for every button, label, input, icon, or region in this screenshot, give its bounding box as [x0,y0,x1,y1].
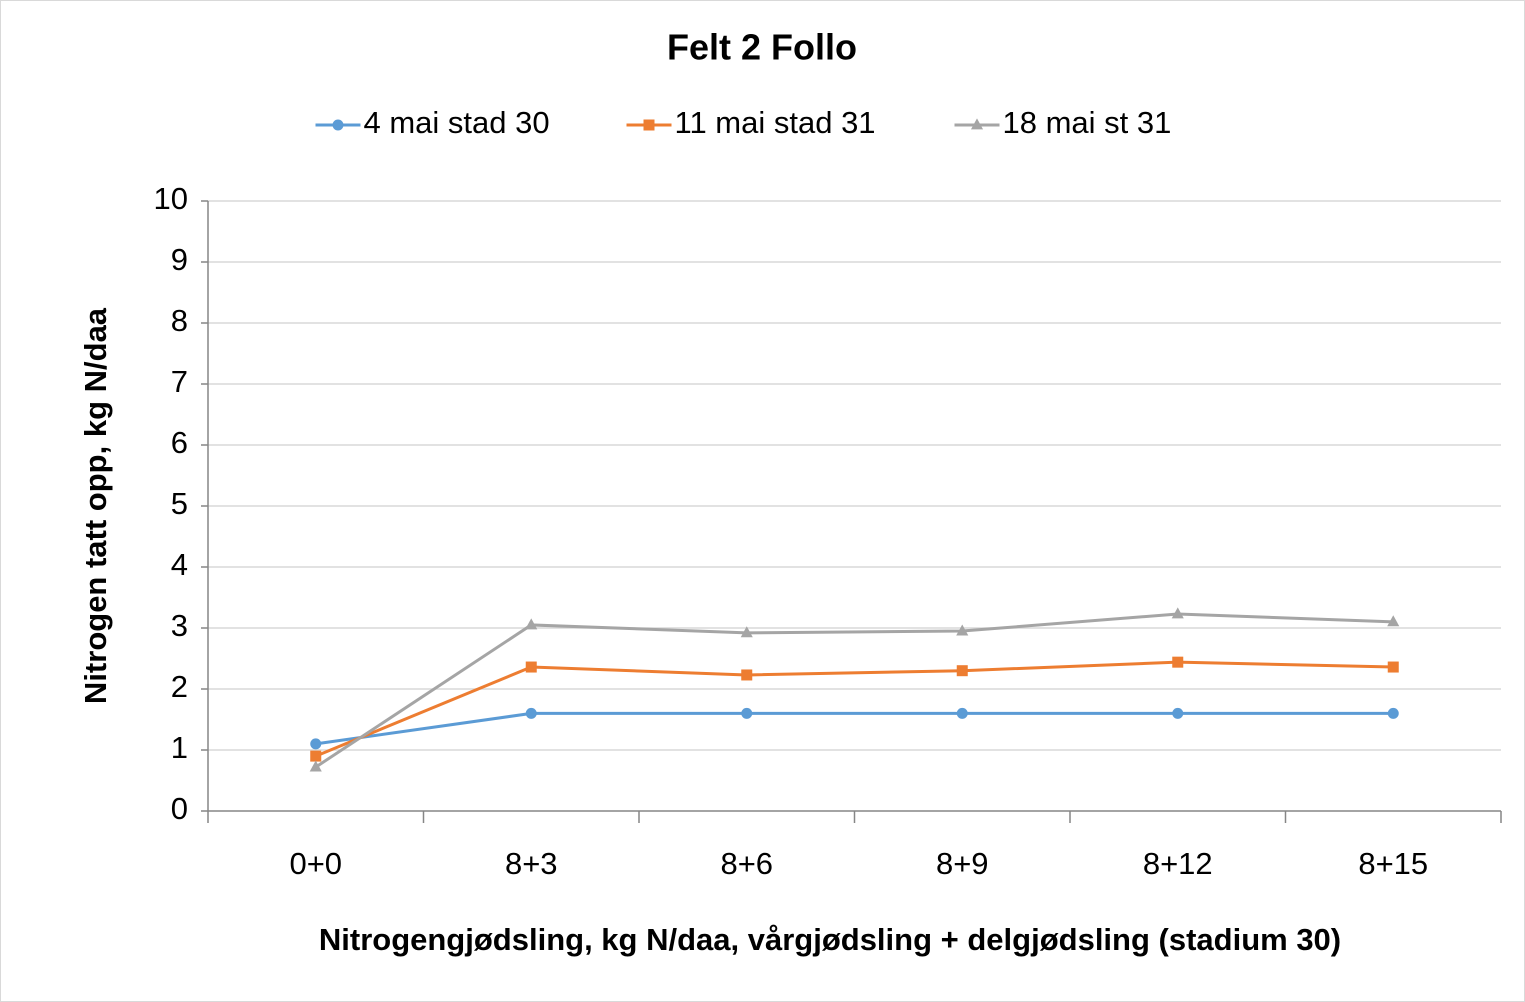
marker [332,119,344,131]
legend-label: 4 mai stad 30 [364,105,550,140]
marker [740,626,753,638]
marker [1172,656,1184,668]
marker [643,119,655,131]
legend-label: 18 mai st 31 [1003,105,1172,140]
series-line [314,612,1394,769]
legend-label: 11 mai stad 31 [675,105,876,140]
x-tick-label: 8+15 [1358,846,1428,881]
marker [1171,607,1184,619]
marker [741,669,753,681]
x-tick-label: 0+0 [289,846,342,881]
series-line [315,711,1394,746]
y-tick-label: 8 [171,303,188,338]
marker [1387,615,1400,627]
y-tick-label: 0 [171,791,188,826]
x-axis-label: Nitrogengjødsling, kg N/daa, vårgjødslin… [319,922,1341,957]
marker [525,661,537,673]
marker [310,750,322,762]
marker [1387,707,1399,719]
x-tick-label: 8+3 [505,846,558,881]
y-tick-label: 5 [171,486,188,521]
marker [741,707,753,719]
marker [525,707,537,719]
x-tick-label: 8+6 [720,846,773,881]
y-axis-label: Nitrogen tatt opp, kg N/daa [78,307,113,704]
y-tick-label: 1 [171,730,188,765]
marker [956,624,969,636]
marker [956,665,968,677]
y-tick-label: 3 [171,608,188,643]
y-tick-label: 9 [171,242,188,277]
marker [310,738,322,750]
marker [956,707,968,719]
y-tick-label: 7 [171,364,188,399]
chart-title: Felt 2 Follo [667,27,857,68]
y-tick-label: 2 [171,669,188,704]
y-tick-label: 4 [171,547,188,582]
x-tick-label: 8+12 [1143,846,1213,881]
marker [970,118,984,130]
series-line [315,660,1394,758]
y-tick-label: 6 [171,425,188,460]
x-tick-label: 8+9 [936,846,989,881]
marker [1387,661,1399,673]
marker [525,618,538,630]
marker [309,760,322,772]
y-tick-label: 10 [154,181,188,216]
marker [1172,707,1184,719]
